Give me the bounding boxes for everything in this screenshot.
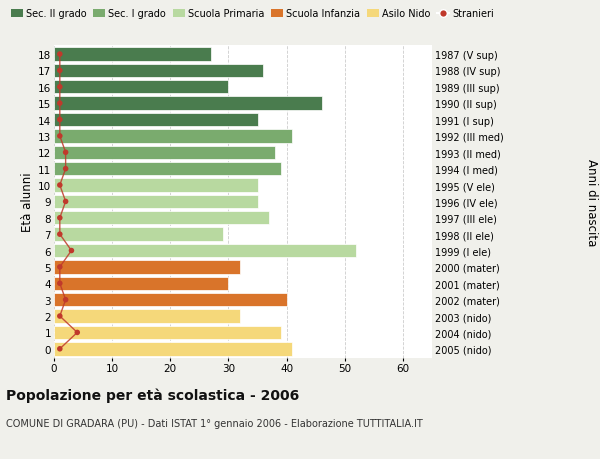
Point <box>55 280 65 287</box>
Bar <box>54 146 275 160</box>
Bar <box>54 244 356 257</box>
Point <box>55 345 65 353</box>
Bar <box>54 113 257 127</box>
Point <box>55 133 65 140</box>
Text: COMUNE DI GRADARA (PU) - Dati ISTAT 1° gennaio 2006 - Elaborazione TUTTITALIA.IT: COMUNE DI GRADARA (PU) - Dati ISTAT 1° g… <box>6 418 423 428</box>
Point <box>73 329 82 336</box>
Bar <box>54 81 229 94</box>
Point <box>55 231 65 238</box>
Point <box>55 100 65 107</box>
Text: Anni di nascita: Anni di nascita <box>584 158 598 246</box>
Bar <box>54 212 269 225</box>
Point <box>55 117 65 124</box>
Bar <box>54 162 281 176</box>
Point <box>55 313 65 320</box>
Point <box>61 149 70 157</box>
Bar <box>54 293 287 307</box>
Bar <box>54 310 240 323</box>
Point <box>61 166 70 173</box>
Point <box>55 67 65 75</box>
Point <box>55 263 65 271</box>
Legend: Sec. II grado, Sec. I grado, Scuola Primaria, Scuola Infanzia, Asilo Nido, Stran: Sec. II grado, Sec. I grado, Scuola Prim… <box>11 10 494 19</box>
Bar <box>54 277 229 291</box>
Text: Popolazione per età scolastica - 2006: Popolazione per età scolastica - 2006 <box>6 388 299 403</box>
Y-axis label: Età alunni: Età alunni <box>21 172 34 232</box>
Point <box>55 182 65 189</box>
Bar <box>54 130 292 143</box>
Point <box>55 215 65 222</box>
Bar <box>54 326 281 339</box>
Bar <box>54 228 223 241</box>
Point <box>55 51 65 59</box>
Bar <box>54 65 263 78</box>
Bar <box>54 97 322 111</box>
Bar <box>54 48 211 62</box>
Bar <box>54 342 292 356</box>
Bar <box>54 195 257 209</box>
Point <box>55 84 65 91</box>
Bar <box>54 261 240 274</box>
Bar <box>54 179 257 192</box>
Point <box>67 247 76 255</box>
Point <box>61 198 70 206</box>
Point <box>61 297 70 304</box>
